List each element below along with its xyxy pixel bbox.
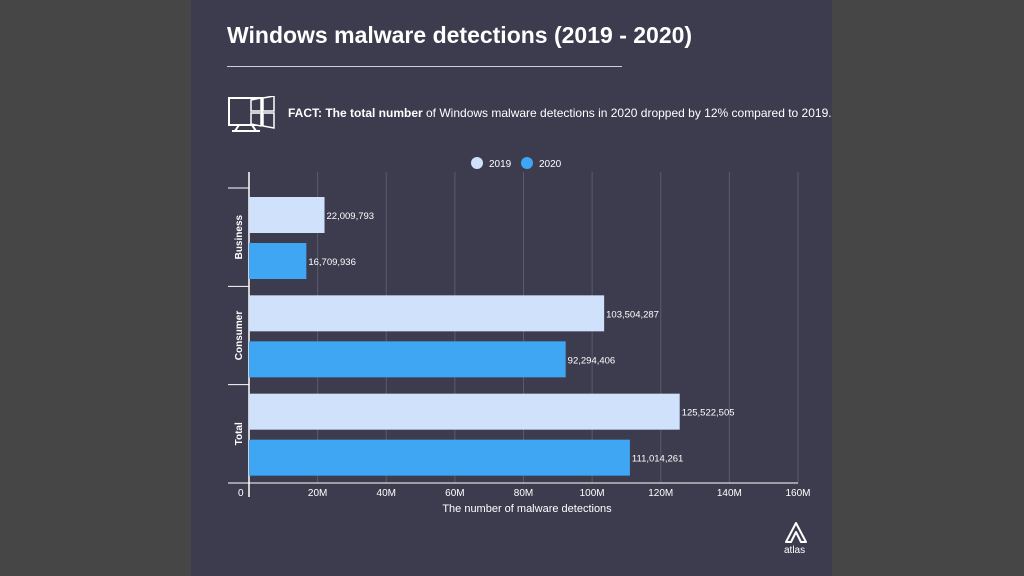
bar-2020-consumer: [249, 341, 566, 378]
data-label: 92,294,406: [568, 355, 616, 366]
bar-2019-consumer: [249, 295, 605, 332]
fact-text: FACT: The total number of Windows malwar…: [288, 106, 832, 120]
x-tick-label: 80M: [514, 488, 533, 499]
data-label: 125,522,505: [682, 408, 735, 419]
x-tick-label: 120M: [648, 488, 673, 499]
bar-chart: 2019 2020 0 20M 40M 60M 80M 100M 120M 140M 160M Bus…: [228, 157, 811, 515]
category-label-business: Business: [234, 214, 245, 259]
bar-2020-total: [249, 439, 630, 476]
category-label-total: Total: [234, 422, 245, 445]
x-tick-label: 160M: [785, 488, 810, 499]
legend-swatch-2020: [521, 157, 533, 169]
infographic-card: Windows malware detections (2019 - 2020)…: [191, 0, 832, 576]
data-label: 111,014,261: [632, 454, 683, 465]
chart-title: Windows malware detections (2019 - 2020): [227, 22, 693, 48]
data-label: 22,009,793: [327, 211, 375, 222]
fact-body: of Windows malware detections in 2020 dr…: [422, 106, 832, 120]
x-tick-label: 40M: [377, 488, 396, 499]
x-tick-label: 140M: [717, 488, 742, 499]
bar-2019-total: [249, 393, 680, 430]
x-tick-label: 0: [238, 488, 244, 499]
data-label: 16,709,936: [308, 257, 356, 268]
x-tick-label: 20M: [308, 488, 327, 499]
legend-label-2020: 2020: [539, 159, 562, 170]
windows-monitor-icon: [228, 96, 275, 132]
atlas-logo-text: atlas: [784, 545, 806, 556]
bar-2020-business: [249, 243, 307, 279]
fact-prefix: FACT: The total number: [288, 106, 423, 120]
bar-2019-business: [249, 197, 325, 233]
x-tick-label: 60M: [445, 488, 464, 499]
x-tick-label: 100M: [580, 488, 605, 499]
x-axis-title: The number of malware detections: [442, 503, 612, 515]
title-divider: [227, 66, 622, 67]
atlas-logo-icon: [785, 522, 807, 543]
category-label-consumer: Consumer: [234, 311, 245, 361]
data-label: 103,504,287: [606, 309, 659, 320]
legend-swatch-2019: [471, 157, 483, 169]
legend-label-2019: 2019: [489, 159, 512, 170]
